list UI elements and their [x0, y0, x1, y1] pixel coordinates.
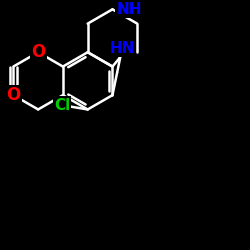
Text: Cl: Cl	[54, 98, 70, 113]
Text: O: O	[6, 86, 20, 104]
Text: O: O	[31, 43, 45, 61]
Text: HN: HN	[109, 40, 135, 56]
Text: NH: NH	[116, 2, 142, 17]
